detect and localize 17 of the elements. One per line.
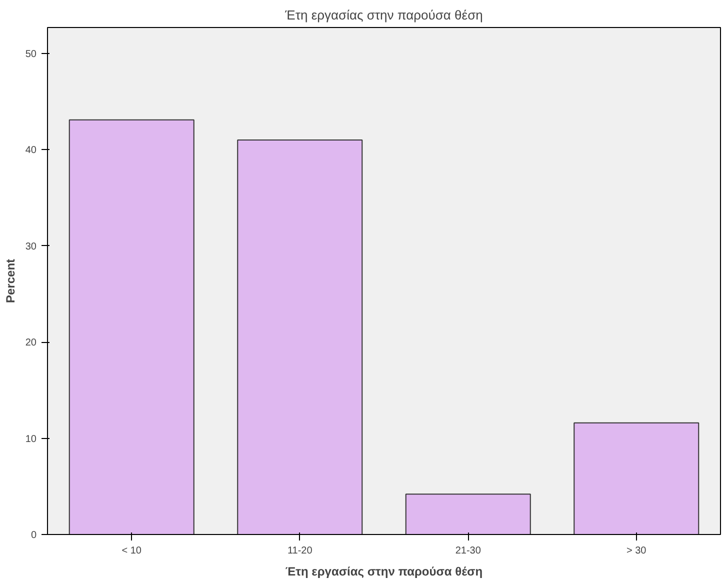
bar: [237, 140, 363, 534]
y-tick-label: 50: [25, 48, 37, 60]
y-tick-label: 30: [25, 241, 37, 252]
x-tick-label: 21-30: [455, 546, 482, 556]
bar: [574, 422, 700, 534]
y-tick-label: 40: [25, 145, 37, 156]
x-tick-label: > 30: [626, 546, 647, 556]
x-tick-label: 11-20: [287, 546, 313, 556]
y-tick-label: 20: [25, 338, 37, 349]
chart-title: Έτη εργασίας στην παρούσα θέση: [284, 8, 483, 22]
bar: [68, 119, 194, 534]
bar: [405, 494, 531, 534]
x-axis-title: Έτη εργασίας στην παρούσα θέση: [285, 564, 483, 578]
y-tick-label: 0: [30, 530, 37, 541]
x-tick-label: < 10: [122, 546, 142, 556]
y-axis-title: Percent: [3, 258, 18, 304]
y-tick-label: 10: [25, 434, 37, 445]
